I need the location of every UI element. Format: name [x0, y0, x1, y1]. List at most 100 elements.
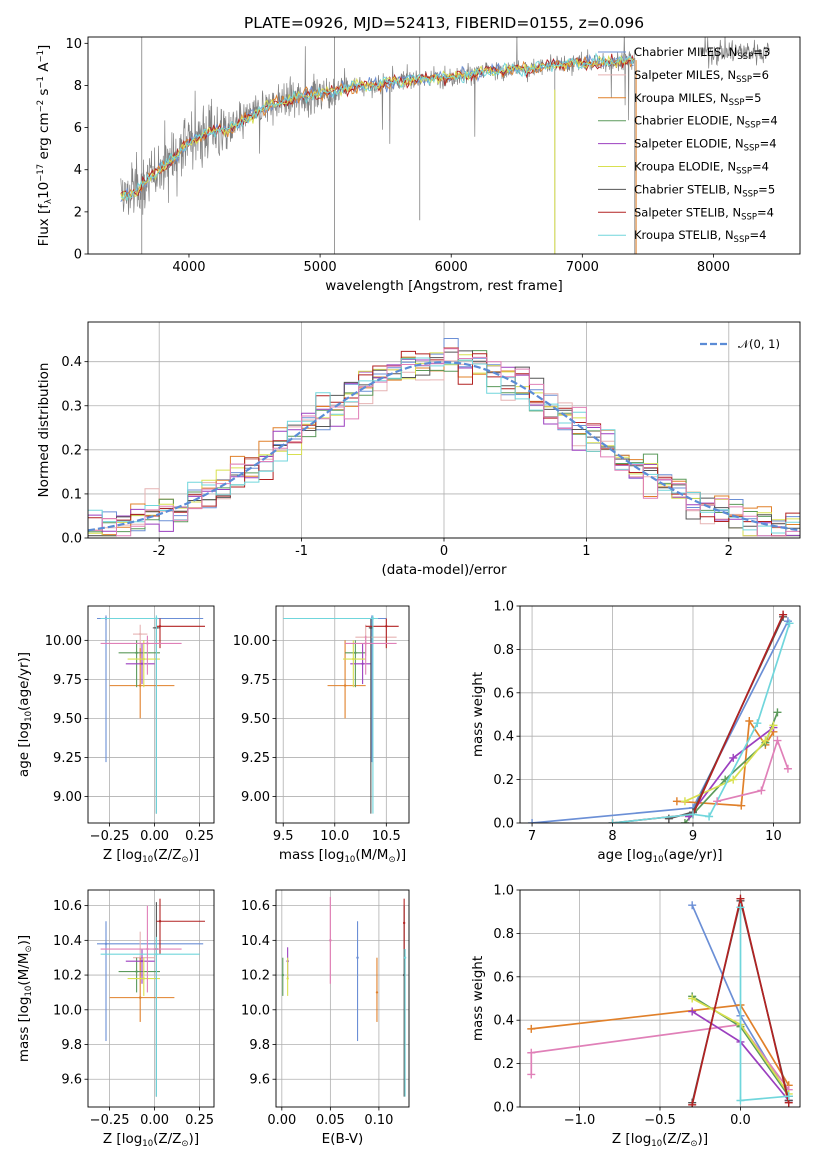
x-tick-label: 7 [528, 829, 536, 844]
series-marker [745, 717, 754, 726]
y-tick-label: 0.3 [61, 399, 82, 414]
legend-model-name: Chabrier STELIB [634, 182, 726, 196]
axes-age-Z: −0.25 0.00 0.25 9.00 9.25 9.50 9.75 10.00 Z [log… [16, 605, 215, 865]
legend-n-value: 4 [769, 137, 776, 151]
data-point [146, 947, 149, 951]
y-tick-label: 9.25 [53, 751, 82, 766]
x-tick-label: 8 [608, 829, 616, 844]
legend-n-label: N [736, 114, 745, 128]
y-tick-label: 9.8 [61, 1038, 82, 1053]
legend-eq: = [758, 182, 768, 196]
legend-n-sub: SSP [737, 52, 753, 62]
y-tick-label: 0.4 [493, 1014, 514, 1029]
legend-comma: , [718, 228, 725, 242]
y-tick-label: 9.75 [53, 673, 82, 688]
series-marker [757, 786, 766, 795]
series-marker [753, 719, 762, 728]
series-marker [528, 819, 537, 823]
data-point [140, 662, 144, 665]
y-axis-label-post: (M/M [16, 953, 32, 986]
y-tick-label: 10.00 [45, 634, 82, 649]
chart-title: PLATE=0926, MJD=52413, FIBERID=0155, z=0… [244, 14, 644, 32]
y-tick-label: 0.2 [493, 1057, 514, 1072]
legend-eq: = [757, 205, 767, 219]
legend-comma: , [721, 45, 728, 59]
y-axis-label-sup2: −2 [36, 100, 46, 113]
series-marker [680, 797, 689, 806]
y-tick-label: 0 [74, 248, 82, 263]
axes-frame [87, 889, 215, 1108]
x-tick-label: 2 [725, 544, 733, 559]
y-tick-label: 10 [65, 37, 82, 52]
plot-spectrum [120, 37, 770, 254]
data-point [139, 632, 142, 636]
x-axis-label-sub2: ⊙ [388, 855, 395, 865]
y-axis-label: mass weight [470, 956, 486, 1041]
data-point [140, 959, 144, 963]
y-tick-label: 1.0 [493, 884, 514, 899]
data-point [402, 921, 406, 925]
legend-n-sub: SSP [742, 189, 758, 199]
histogram-series [88, 348, 800, 537]
plot-mass-EBV [281, 896, 407, 1097]
legend-comma: , [726, 182, 733, 196]
data-point [385, 625, 388, 628]
x-tick-label: 0.05 [316, 1113, 345, 1128]
series-marker [769, 721, 778, 730]
x-axis-label: age [log10(age/yr)] [597, 847, 722, 865]
y-tick-label: 0.2 [493, 773, 514, 788]
x-tick-label: −1.0 [564, 1113, 596, 1128]
series-marker [688, 810, 697, 819]
legend-n-value: 3 [763, 45, 770, 59]
data-point [329, 939, 332, 942]
x-tick-label: 10.5 [372, 829, 401, 844]
legend-eq: = [752, 160, 762, 174]
axes-weight-Z: −1.0 −0.5 0.0 0.0 0.2 0.4 0.6 0.8 1.0 Z [log10(Z/… [470, 884, 801, 1149]
series-marker [784, 1092, 793, 1101]
normal-curve [88, 360, 800, 532]
legend-entry: Chabrier STELIB, NSSP=5 [634, 182, 775, 199]
data-point [155, 617, 158, 620]
x-tick-label: 10.0 [320, 829, 349, 844]
series-marker [736, 903, 745, 912]
legend-n-sub: SSP [734, 235, 750, 245]
legend-n-value: 5 [768, 182, 775, 196]
plot-mass-Z [97, 898, 205, 1097]
x-axis-label-sub: 10 [345, 855, 356, 865]
y-tick-label: 9.00 [53, 790, 82, 805]
series-marker [688, 901, 697, 910]
x-axis-label: Z [log10(Z/Z⊙)] [103, 1131, 199, 1149]
y-tick-label: 8 [74, 79, 82, 94]
data-point [139, 996, 142, 999]
data-point [142, 977, 145, 980]
data-point [158, 920, 162, 923]
legend-n-sub: SSP [736, 167, 752, 177]
legend-comma: , [713, 91, 720, 105]
series-marker [608, 819, 617, 823]
legend-n-label: N [734, 182, 743, 196]
y-tick-label: 10.6 [241, 899, 270, 914]
x-axis-label-end: )] [698, 1131, 709, 1147]
y-axis-label-sup4: −1 [36, 50, 46, 63]
y-tick-label: 0.0 [493, 1101, 514, 1116]
x-axis-label-pre: Z [log [612, 1131, 651, 1147]
legend-model-name: Salpeter MILES [634, 68, 720, 82]
y-tick-label: 0.2 [61, 443, 82, 458]
series-marker [713, 797, 722, 806]
data-point [142, 657, 145, 661]
y-tick-label: 6 [74, 121, 82, 136]
series-marker [779, 610, 788, 619]
legend-n-label: N [735, 137, 744, 151]
y-tick-label: 10.4 [53, 934, 82, 949]
data-point [364, 642, 367, 645]
y-tick-label: 2 [74, 205, 82, 220]
x-axis-label: mass [log10(M/M⊙)] [279, 847, 406, 865]
x-axis-label-pre: mass [log [279, 847, 345, 863]
legend-n-value: 4 [762, 160, 769, 174]
legend-model-name: Kroupa MILES [634, 91, 713, 105]
x-axis-label: wavelength [Angstrom, rest frame] [325, 278, 563, 294]
y-axis-label: mass weight [470, 672, 486, 757]
series-marker [785, 619, 794, 628]
